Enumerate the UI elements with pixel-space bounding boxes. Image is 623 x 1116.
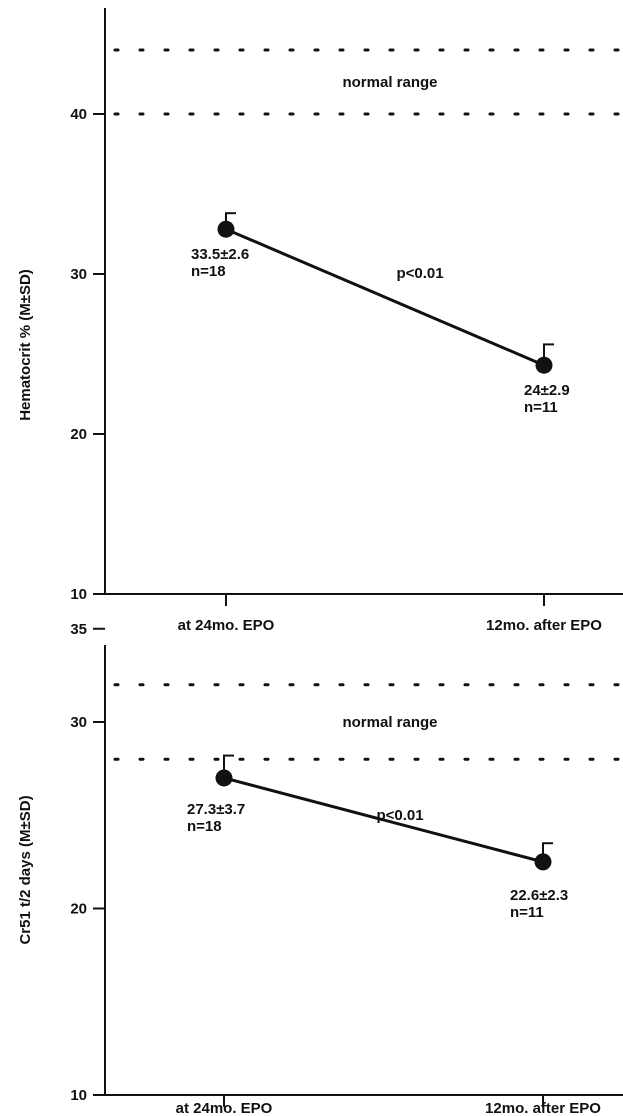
point-n-label: n=11 [510,904,544,921]
y-tick-label: 35 [70,621,87,638]
x-category-label: at 24mo. EPO [178,617,275,634]
point-value-label: 27.3±3.7 [187,801,245,818]
y-axis-label: Cr51 t/2 days (M±SD) [17,795,34,944]
data-point [535,356,553,374]
y-tick-label: 20 [70,901,87,918]
y-tick-label: 10 [70,586,87,603]
point-n-label: n=18 [187,818,222,835]
series-line [223,776,544,864]
y-tick-label: 30 [70,266,87,283]
y-axis-label: Hematocrit % (M±SD) [17,269,34,421]
x-category-label: 12mo. after EPO [485,1100,601,1116]
point-value-label: 33.5±2.6 [191,246,249,263]
reference-band-label: normal range [342,714,437,731]
data-point [217,220,235,238]
y-tick-label: 20 [70,426,87,443]
p-value-annotation: p<0.01 [376,807,423,824]
reference-band-label: normal range [342,74,437,91]
chart-1: 10 20 30 40 at 24mo. EPO 12mo. after EPO Hemat… [17,8,623,634]
data-point [534,853,552,871]
data-point [215,769,233,787]
y-tick-label: 10 [70,1087,87,1104]
point-n-label: n=11 [524,399,558,416]
p-value-annotation: p<0.01 [396,265,443,282]
chart-2: 10 20 30 35 at 24mo. EPO 12mo. after EPO Cr51 … [17,621,623,1116]
y-tick-label: 30 [70,714,87,731]
point-value-label: 22.6±2.3 [510,887,568,904]
point-value-label: 24±2.9 [524,382,570,399]
y-tick-label: 40 [70,106,87,123]
point-n-label: n=18 [191,263,226,280]
series-line [225,227,545,367]
x-category-label: 12mo. after EPO [486,617,602,634]
x-category-label: at 24mo. EPO [176,1100,273,1116]
